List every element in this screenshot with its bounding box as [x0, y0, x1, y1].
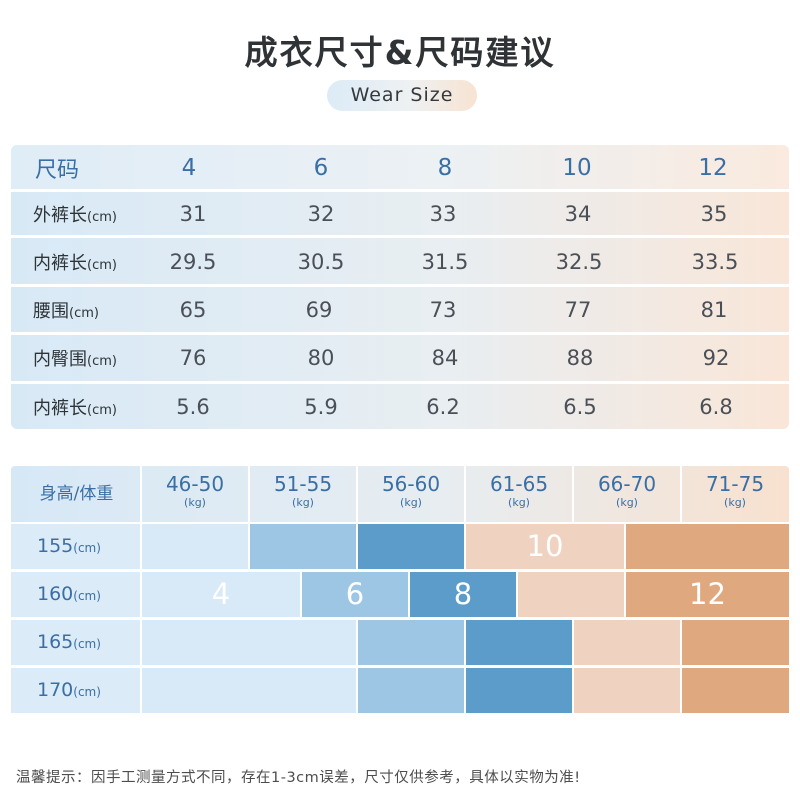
size-8-cell	[358, 524, 464, 569]
table-cell: 84	[431, 346, 459, 370]
row-label: 腰围(cm)	[33, 300, 99, 322]
size-10-cell	[466, 524, 624, 569]
size-table-header: 尺码 4 6 8 10 12	[11, 145, 789, 190]
table-cell: 6.8	[699, 394, 733, 419]
table-cell: 34	[564, 201, 592, 226]
weight-column-header: 61-65 (kg)	[489, 472, 549, 509]
table-cell: 6.5	[563, 394, 597, 419]
column-divider	[680, 466, 682, 522]
row-divider	[11, 189, 789, 192]
table-cell: 30.5	[297, 249, 345, 274]
row-divider	[11, 235, 789, 238]
size-12-label: 12	[689, 577, 726, 611]
table-cell: 33.5	[691, 249, 739, 274]
weight-column-header: 56-60 (kg)	[381, 472, 441, 509]
size-4-cell	[142, 524, 248, 569]
size-header-cell: 4	[181, 154, 197, 181]
size-4-cell	[142, 620, 356, 665]
size-4-label: 4	[211, 577, 231, 611]
table-cell: 5.9	[304, 394, 338, 419]
table-row: 腰围(cm) 65 69 73 77 81	[11, 287, 789, 332]
column-divider	[464, 466, 466, 522]
footer-tip: 温馨提示：因手工测量方式不同，存在1-3cm误差，尺寸仅供参考，具体以实物为准!	[16, 770, 581, 786]
row-divider	[11, 332, 789, 335]
chart-header: 身高/体重 46-50 (kg) 51-55 (kg) 56-60 (kg) 61-6…	[11, 466, 789, 522]
size-6-cell	[250, 524, 356, 569]
table-cell: 80	[307, 346, 335, 370]
chart-corner-label: 身高/体重	[39, 484, 114, 504]
table-row: 内裤长(cm) 29.5 30.5 31.5 32.5 33.5	[11, 238, 789, 285]
size-12-cell	[682, 668, 789, 713]
size-12-cell	[626, 572, 789, 617]
table-cell: 6.2	[426, 394, 460, 419]
size-recommendation-chart: 身高/体重 46-50 (kg) 51-55 (kg) 56-60 (kg) 61-6…	[11, 466, 789, 716]
size-header-cell: 10	[562, 154, 592, 181]
table-cell: 65	[179, 297, 207, 322]
table-row: 内裤长(cm) 5.6 5.9 6.2 6.5 6.8	[11, 384, 789, 429]
table-cell: 77	[564, 297, 592, 322]
size-header-label: 尺码	[35, 157, 80, 183]
size-6-cell	[358, 668, 464, 713]
size-header-cell: 8	[437, 154, 453, 181]
table-cell: 31.5	[421, 249, 469, 274]
table-cell: 29.5	[169, 249, 217, 274]
height-row-label: 165(cm)	[11, 620, 140, 665]
size-12-cell	[682, 620, 789, 665]
size-8-cell	[466, 620, 572, 665]
row-divider	[11, 284, 789, 287]
table-cell: 69	[305, 297, 333, 322]
page-title: 成衣尺寸&尺码建议	[244, 33, 556, 72]
table-cell: 32.5	[555, 249, 603, 274]
table-cell: 35	[700, 201, 728, 226]
table-cell: 76	[179, 346, 207, 370]
size-header-cell: 12	[698, 154, 728, 181]
column-divider	[140, 466, 142, 522]
size-6-cell	[302, 572, 408, 617]
size-6-cell	[358, 620, 464, 665]
size-6-label: 6	[345, 577, 365, 611]
height-row-label: 160(cm)	[11, 572, 140, 617]
table-cell: 73	[429, 297, 457, 322]
table-cell: 92	[702, 346, 730, 370]
size-4-cell	[142, 668, 356, 713]
size-4-cell	[142, 572, 300, 617]
size-8-cell	[410, 572, 516, 617]
weight-column-header: 46-50 (kg)	[165, 472, 225, 509]
column-divider	[248, 466, 250, 522]
table-cell: 81	[700, 297, 728, 322]
table-cell: 32	[307, 201, 335, 226]
size-10-cell	[574, 668, 680, 713]
size-8-cell	[466, 668, 572, 713]
row-label: 内裤长(cm)	[33, 397, 117, 419]
height-row-label: 170(cm)	[11, 668, 140, 713]
table-cell: 88	[566, 346, 594, 370]
row-label: 内裤长(cm)	[33, 252, 117, 274]
weight-column-header: 71-75 (kg)	[705, 472, 765, 509]
height-row-label: 155(cm)	[11, 524, 140, 569]
size-12-cell	[626, 524, 789, 569]
weight-column-header: 66-70 (kg)	[597, 472, 657, 509]
table-row: 内臀围(cm) 76 80 84 88 92	[11, 335, 789, 381]
row-label: 内臀围(cm)	[33, 349, 117, 370]
size-table: 尺码 4 6 8 10 12 外裤长(cm) 31 32 33 34 35 内裤…	[11, 145, 789, 429]
size-header-cell: 6	[313, 154, 329, 181]
row-divider	[11, 381, 789, 384]
size-10-cell	[518, 572, 624, 617]
row-label: 外裤长(cm)	[33, 204, 117, 226]
table-row: 外裤长(cm) 31 32 33 34 35	[11, 192, 789, 235]
table-cell: 31	[179, 201, 207, 226]
table-cell: 5.6	[176, 394, 210, 419]
column-divider	[572, 466, 574, 522]
size-8-label: 8	[453, 577, 473, 611]
weight-column-header: 51-55 (kg)	[273, 472, 333, 509]
column-divider	[356, 466, 358, 522]
subtitle-pill: Wear Size	[327, 80, 477, 111]
size-10-cell	[574, 620, 680, 665]
table-cell: 33	[429, 201, 457, 226]
size-10-label: 10	[526, 529, 564, 563]
